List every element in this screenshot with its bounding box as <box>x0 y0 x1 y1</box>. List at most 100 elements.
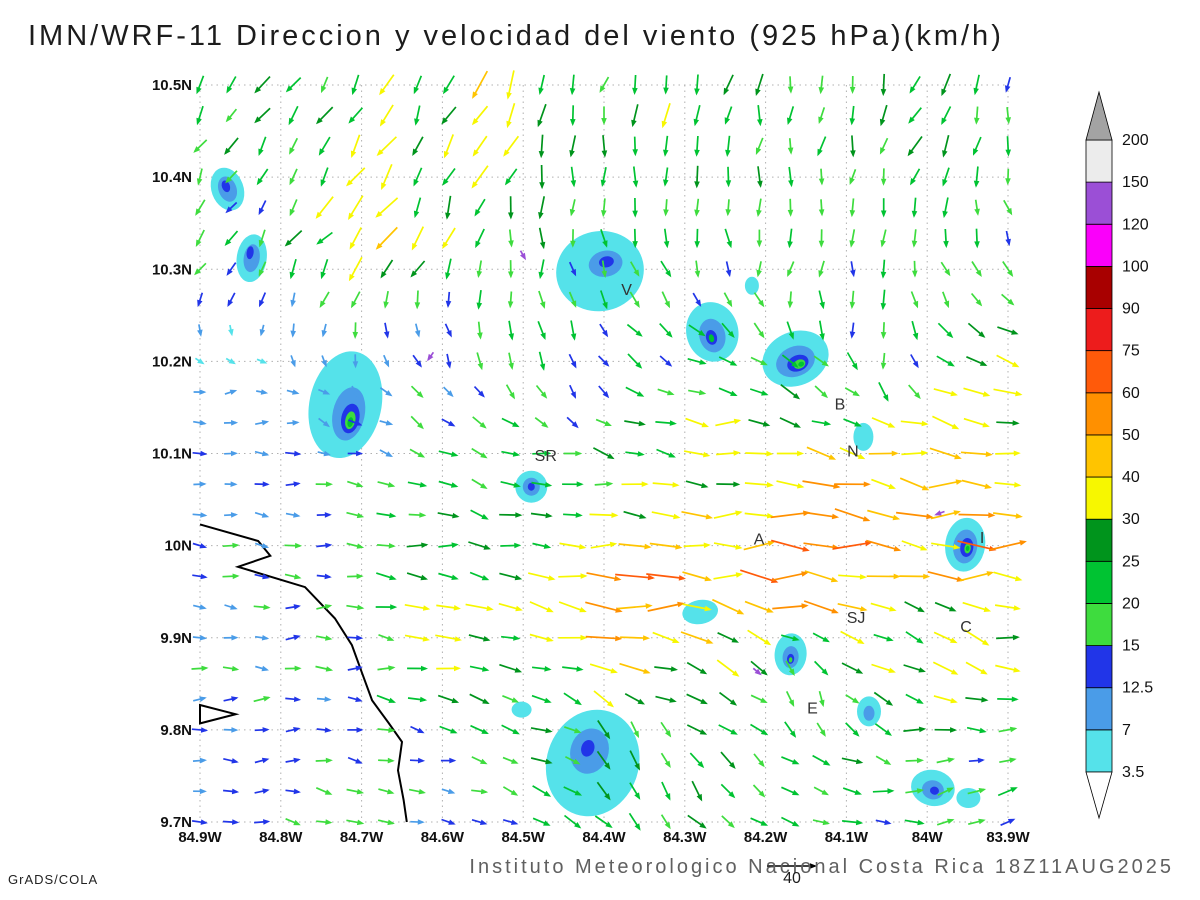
wind-arrow-head <box>254 86 262 94</box>
wind-arrow-head <box>321 85 327 94</box>
wind-arrow-head <box>419 696 428 703</box>
wind-arrow-head <box>849 177 855 185</box>
wind-arrow-head <box>232 542 240 549</box>
wind-arrow-shaft <box>617 604 651 610</box>
wind-arrow-head <box>415 360 422 368</box>
wind-arrow-head <box>224 238 232 246</box>
wind-arrow-head <box>477 332 483 340</box>
wind-arrow-head <box>321 359 327 368</box>
wind-arrow-head <box>413 210 420 219</box>
wind-arrow-head <box>387 788 395 795</box>
wind-arrow-head <box>421 542 429 548</box>
wind-arrow-head <box>787 269 793 277</box>
wind-arrow-head <box>262 788 270 794</box>
wind-arrow-head <box>575 512 583 518</box>
wind-arrow-head <box>503 149 510 157</box>
wind-arrow-head <box>226 268 233 276</box>
colorbar-segment <box>1085 603 1113 646</box>
wind-arrow-head <box>356 482 364 488</box>
wind-arrow-head <box>880 303 887 311</box>
wind-arrow-head <box>920 545 928 551</box>
wind-arrow-head <box>226 86 233 94</box>
wind-arrow-head <box>324 604 333 610</box>
wind-arrow-head <box>419 482 428 488</box>
wind-arrow-head <box>880 178 887 186</box>
wind-arrow-head <box>917 606 925 613</box>
wind-arrow-head <box>941 88 947 97</box>
wind-arrow-head <box>579 607 587 613</box>
wind-arrow-head <box>199 757 207 764</box>
wind-arrow-head <box>821 391 828 399</box>
wind-arrow-head <box>893 546 902 552</box>
wind-arrow-head <box>548 575 556 581</box>
wind-arrow-head <box>849 331 856 339</box>
colorbar-label: 90 <box>1122 301 1140 318</box>
wind-arrow-head <box>634 763 640 771</box>
wind-arrow-shaft <box>803 511 838 519</box>
wind-arrow-head <box>726 240 732 249</box>
wind-arrow-head <box>978 818 986 825</box>
wind-arrow-head <box>663 209 669 217</box>
wind-arrow-head <box>482 666 490 672</box>
wind-arrow-head <box>262 727 270 733</box>
wind-arrow-head <box>699 729 708 735</box>
wind-arrow-head <box>543 820 551 826</box>
wind-arrow-head <box>926 513 934 520</box>
wind-arrow-head <box>733 481 741 488</box>
colorbar-segment <box>1085 265 1113 309</box>
wind-arrow-head <box>974 208 980 216</box>
wind-arrow-head <box>602 301 608 310</box>
wind-arrow-head <box>974 241 980 249</box>
wind-arrow-head <box>543 543 552 549</box>
wind-arrow-head <box>760 820 769 826</box>
wind-arrow-head <box>757 119 763 127</box>
wind-arrow-head <box>348 212 354 220</box>
wind-arrow-head <box>823 420 832 426</box>
wind-arrow-head <box>731 637 739 643</box>
wind-arrow-head <box>316 238 324 245</box>
lat-tick-label: 10.1N <box>152 446 192 463</box>
wind-arrow-head <box>224 147 231 155</box>
wind-arrow-head <box>981 696 989 703</box>
wind-arrow-head <box>1019 540 1027 546</box>
wind-arrow-head <box>661 120 668 129</box>
lon-tick-label: 84.2W <box>744 829 788 846</box>
wind-arrow-head <box>511 697 520 703</box>
wind-arrow-head <box>849 86 856 94</box>
wind-arrow-head <box>414 330 421 338</box>
wind-arrow-head <box>672 637 680 643</box>
wind-arrow-head <box>821 668 829 676</box>
wind-arrow-head <box>916 757 924 764</box>
wind-arrow-head <box>199 788 207 795</box>
wind-arrow-head <box>983 606 992 612</box>
wind-arrow-head <box>792 759 800 765</box>
wind-arrow-head <box>793 422 801 428</box>
wind-arrow-head <box>953 510 961 516</box>
shaded-patch <box>956 788 981 808</box>
station-label: E <box>807 700 818 717</box>
wind-arrow-head <box>293 788 301 795</box>
wind-arrow-head <box>831 608 839 614</box>
station-label: V <box>621 282 632 299</box>
wind-arrow-head <box>546 606 554 613</box>
wind-arrow-shaft <box>958 513 994 517</box>
wind-arrow-head <box>912 360 919 369</box>
wind-arrow-head <box>481 575 490 581</box>
wind-arrow-head <box>947 757 955 763</box>
wind-arrow-head <box>422 636 430 642</box>
wind-arrow-head <box>289 147 295 155</box>
wind-arrow-head <box>631 119 637 128</box>
wind-arrow-head <box>293 757 301 764</box>
wind-arrow-head <box>388 665 396 671</box>
lon-tick-label: 84.5W <box>502 829 546 846</box>
wind-arrow-head <box>672 482 680 488</box>
wind-arrow-head <box>792 789 800 796</box>
wind-arrow-head <box>486 605 494 612</box>
wind-arrow-head <box>973 87 979 96</box>
wind-arrow-shaft <box>803 600 838 614</box>
wind-arrow-head <box>410 270 418 278</box>
wind-arrow-head <box>231 758 239 764</box>
wind-arrow-head <box>290 299 296 308</box>
wind-arrow-head <box>975 269 982 277</box>
wind-arrow-head <box>978 331 986 338</box>
